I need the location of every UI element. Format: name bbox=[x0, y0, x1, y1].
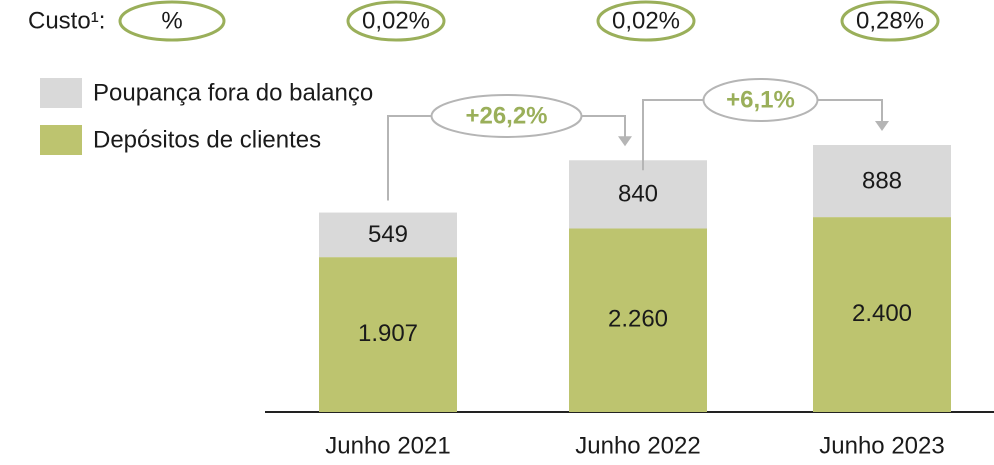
x-tick-label: Junho 2023 bbox=[819, 432, 944, 459]
cost-bubble bbox=[840, 0, 940, 42]
cost-label: Custo¹: bbox=[28, 7, 105, 34]
bar-segment bbox=[319, 212, 457, 258]
bar-segment bbox=[813, 145, 951, 218]
cost-bubble bbox=[118, 0, 226, 42]
value-label: 2.260 bbox=[608, 306, 668, 333]
cost-value: 0,02% bbox=[362, 7, 430, 34]
bar-segment bbox=[569, 160, 707, 229]
cost-value: 0,02% bbox=[612, 7, 680, 34]
growth-bubble bbox=[430, 94, 583, 138]
legend-swatch bbox=[40, 125, 82, 155]
value-label: 549 bbox=[368, 221, 408, 248]
growth-label: +26,2% bbox=[465, 102, 547, 129]
cost-bubble bbox=[346, 0, 446, 42]
growth-arrowhead bbox=[875, 121, 889, 131]
legend-swatch bbox=[40, 78, 82, 108]
value-label: 2.400 bbox=[852, 300, 912, 327]
x-tick-label: Junho 2022 bbox=[575, 432, 700, 459]
bar-segment bbox=[569, 228, 707, 412]
value-label: 840 bbox=[618, 181, 658, 208]
cost-value: 0,28% bbox=[856, 7, 924, 34]
legend-label: Depósitos de clientes bbox=[93, 126, 321, 153]
growth-arrowhead bbox=[618, 136, 632, 147]
value-label: 888 bbox=[862, 167, 902, 194]
bar-segment bbox=[813, 217, 951, 412]
bar-segment bbox=[319, 257, 457, 412]
cost-unit: % bbox=[161, 7, 182, 34]
cost-bubble bbox=[596, 0, 696, 42]
legend-label: Poupança fora do balanço bbox=[93, 79, 373, 106]
value-label: 1.907 bbox=[358, 320, 418, 347]
growth-label: +6,1% bbox=[726, 86, 795, 113]
x-tick-label: Junho 2021 bbox=[325, 432, 450, 459]
growth-bubble bbox=[702, 78, 819, 122]
